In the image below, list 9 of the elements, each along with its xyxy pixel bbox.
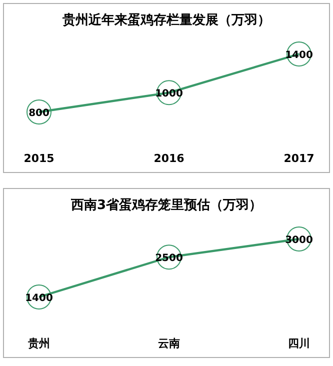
x-tick-label: 四川: [288, 337, 310, 350]
chart-title: 西南3省蛋鸡存笼里预估（万羽）: [70, 198, 262, 213]
data-label: 800: [28, 108, 50, 119]
chart-title: 贵州近年来蛋鸡存栏量发展（万羽）: [62, 12, 270, 28]
x-tick-label: 贵州: [27, 337, 50, 350]
x-tick-label: 2015: [24, 152, 54, 165]
x-tick-label: 云南: [158, 337, 180, 350]
x-tick-label: 2016: [154, 152, 185, 165]
x-tick-label: 2017: [284, 152, 314, 165]
